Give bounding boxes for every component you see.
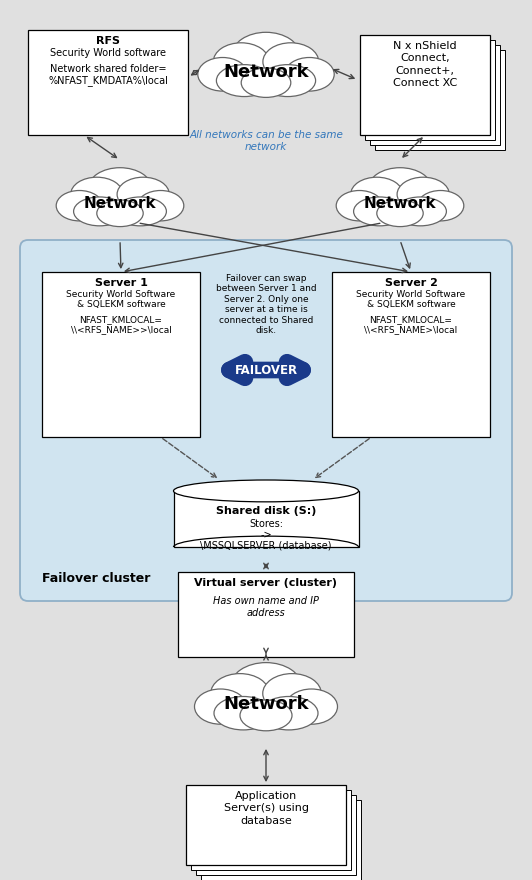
Bar bbox=[196, 795, 356, 875]
Text: FAILOVER: FAILOVER bbox=[235, 364, 297, 378]
Ellipse shape bbox=[214, 696, 272, 730]
Text: Application: Application bbox=[235, 791, 297, 801]
Bar bbox=[332, 272, 490, 437]
Ellipse shape bbox=[137, 190, 184, 221]
Ellipse shape bbox=[198, 57, 247, 92]
Ellipse shape bbox=[241, 68, 291, 98]
Bar bbox=[370, 45, 500, 145]
Ellipse shape bbox=[232, 33, 300, 78]
Bar bbox=[191, 790, 351, 870]
Ellipse shape bbox=[217, 64, 272, 97]
Text: Server 1: Server 1 bbox=[95, 278, 147, 288]
Bar bbox=[42, 272, 200, 437]
Text: Shared disk (S:): Shared disk (S:) bbox=[216, 506, 316, 516]
FancyBboxPatch shape bbox=[20, 240, 512, 601]
Ellipse shape bbox=[377, 200, 423, 226]
Text: ->: -> bbox=[260, 530, 272, 539]
Ellipse shape bbox=[418, 190, 464, 221]
Text: Server 2: Server 2 bbox=[385, 278, 437, 288]
Text: \\<RFS_NAME>\local: \\<RFS_NAME>\local bbox=[364, 326, 458, 334]
Text: Has own name and IP
address: Has own name and IP address bbox=[213, 596, 319, 618]
Ellipse shape bbox=[230, 663, 302, 711]
Text: \\<RFS_NAME>>\local: \\<RFS_NAME>>\local bbox=[71, 326, 171, 334]
Text: Connect XC: Connect XC bbox=[393, 78, 457, 88]
FancyBboxPatch shape bbox=[351, 196, 450, 217]
Bar bbox=[28, 30, 188, 135]
Text: & SQLEKM software: & SQLEKM software bbox=[367, 300, 455, 309]
Ellipse shape bbox=[114, 197, 167, 226]
Text: \MSSQLSERVER (database): \MSSQLSERVER (database) bbox=[200, 540, 332, 551]
Bar bbox=[201, 800, 361, 880]
Text: Failover cluster: Failover cluster bbox=[42, 572, 151, 585]
Text: database: database bbox=[240, 816, 292, 825]
FancyBboxPatch shape bbox=[71, 196, 169, 217]
Text: Stores:: Stores: bbox=[249, 519, 283, 529]
FancyBboxPatch shape bbox=[211, 695, 321, 720]
Text: Network: Network bbox=[364, 196, 436, 211]
Ellipse shape bbox=[263, 43, 319, 81]
Text: Virtual server (cluster): Virtual server (cluster) bbox=[195, 578, 337, 588]
Ellipse shape bbox=[263, 673, 321, 713]
Text: Network: Network bbox=[223, 63, 309, 81]
Ellipse shape bbox=[351, 177, 403, 211]
Text: N x nShield: N x nShield bbox=[393, 41, 457, 51]
Ellipse shape bbox=[56, 190, 103, 221]
Text: %NFAST_KMDATA%\local: %NFAST_KMDATA%\local bbox=[48, 76, 168, 86]
Bar bbox=[178, 572, 354, 657]
Bar bbox=[375, 50, 505, 150]
Ellipse shape bbox=[260, 696, 318, 730]
Ellipse shape bbox=[88, 168, 152, 209]
Text: Network shared folder=: Network shared folder= bbox=[50, 64, 166, 75]
Ellipse shape bbox=[173, 480, 359, 502]
Ellipse shape bbox=[285, 57, 334, 92]
Ellipse shape bbox=[368, 168, 432, 209]
Text: All networks can be the same
network: All networks can be the same network bbox=[189, 130, 343, 151]
Text: Network: Network bbox=[223, 695, 309, 714]
FancyBboxPatch shape bbox=[213, 63, 319, 87]
Ellipse shape bbox=[213, 43, 269, 81]
Ellipse shape bbox=[286, 689, 337, 724]
Bar bbox=[360, 35, 490, 135]
Text: Failover can swap
between Server 1 and
Server 2. Only one
server at a time is
co: Failover can swap between Server 1 and S… bbox=[215, 274, 317, 335]
Ellipse shape bbox=[71, 177, 123, 211]
Text: RFS: RFS bbox=[96, 36, 120, 46]
Ellipse shape bbox=[394, 197, 446, 226]
Ellipse shape bbox=[397, 177, 450, 211]
Ellipse shape bbox=[260, 64, 315, 97]
Text: & SQLEKM software: & SQLEKM software bbox=[77, 300, 165, 309]
Ellipse shape bbox=[195, 689, 246, 724]
Ellipse shape bbox=[73, 197, 126, 226]
Text: Connect,: Connect, bbox=[400, 54, 450, 63]
Text: Security World software: Security World software bbox=[50, 48, 166, 58]
Ellipse shape bbox=[117, 177, 169, 211]
Text: Network: Network bbox=[84, 196, 156, 211]
Text: Connect+,: Connect+, bbox=[395, 66, 454, 76]
Ellipse shape bbox=[354, 197, 406, 226]
Text: Server(s) using: Server(s) using bbox=[223, 803, 309, 813]
Text: NFAST_KMLOCAL=: NFAST_KMLOCAL= bbox=[370, 315, 452, 325]
Text: Security World Software: Security World Software bbox=[356, 290, 466, 299]
Ellipse shape bbox=[240, 700, 292, 730]
Bar bbox=[186, 785, 346, 865]
Ellipse shape bbox=[97, 200, 143, 226]
Bar bbox=[173, 491, 359, 547]
Bar bbox=[365, 40, 495, 140]
Text: NFAST_KMLOCAL=: NFAST_KMLOCAL= bbox=[80, 315, 162, 325]
Ellipse shape bbox=[211, 673, 269, 713]
Ellipse shape bbox=[336, 190, 383, 221]
Text: Security World Software: Security World Software bbox=[66, 290, 176, 299]
